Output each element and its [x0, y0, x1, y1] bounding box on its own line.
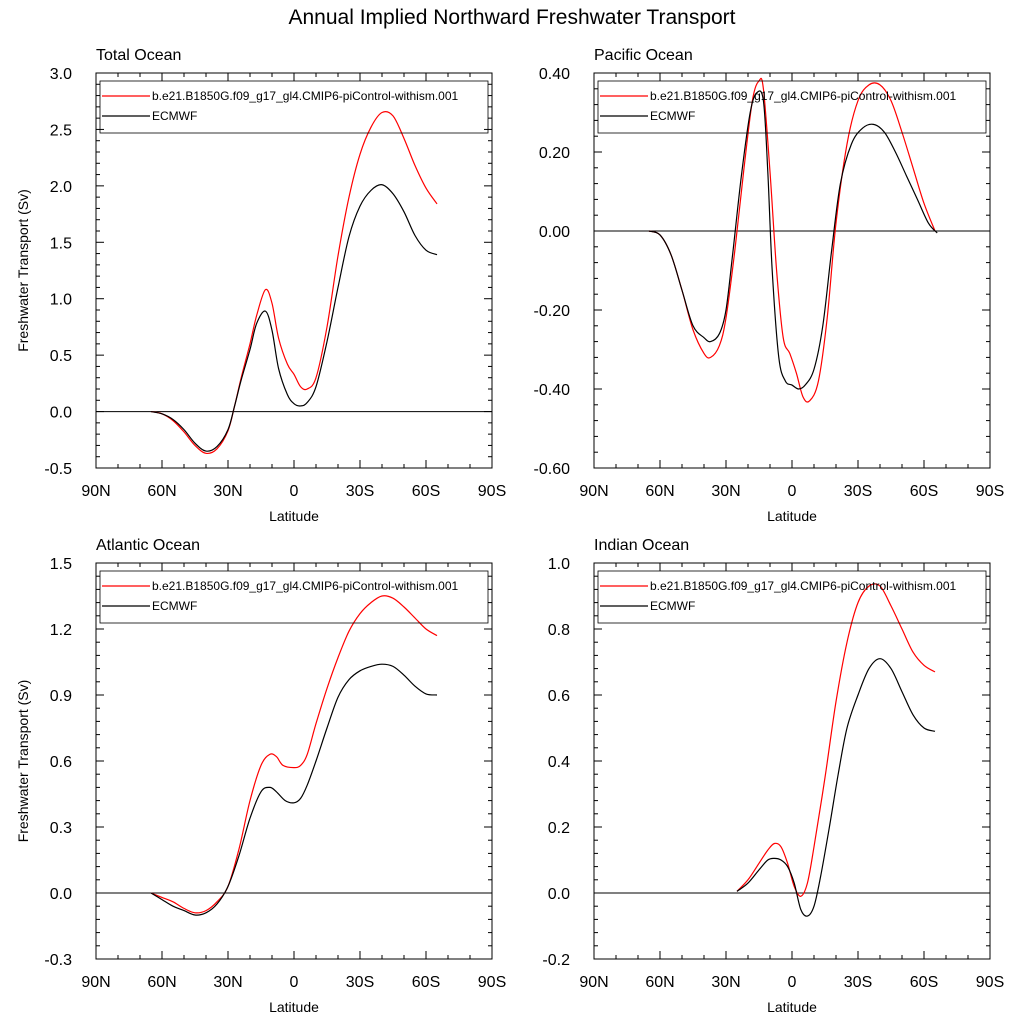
- y-tick-label: -0.20: [534, 303, 571, 320]
- y-axis-label: Freshwater Transport (Sv): [15, 189, 31, 352]
- x-tick-label: 90S: [976, 483, 1004, 500]
- series-line-ecmwf: [736, 658, 936, 917]
- plot-frame: [95, 72, 493, 469]
- x-axis-label: Latitude: [767, 508, 817, 524]
- x-tick-label: 0: [290, 974, 299, 991]
- y-tick-label: 0.5: [50, 348, 72, 365]
- x-tick-label: 60N: [645, 483, 674, 500]
- x-axis-label: Latitude: [269, 508, 319, 524]
- x-tick-label: 0: [290, 483, 299, 500]
- x-tick-label: 60S: [910, 483, 938, 500]
- legend-box: [597, 570, 987, 624]
- y-axis-label: Freshwater Transport (Sv): [15, 680, 31, 843]
- x-tick-label: 30N: [213, 974, 242, 991]
- y-tick-label: 0.00: [539, 224, 570, 241]
- legend-box: [99, 80, 489, 134]
- legend-label: ECMWF: [152, 599, 197, 613]
- plot-frame: [593, 562, 991, 960]
- x-axis-label: Latitude: [269, 999, 319, 1015]
- y-tick-label: 0.0: [50, 405, 72, 422]
- series-line-model: [648, 77, 936, 403]
- series-line-ecmwf: [150, 663, 438, 916]
- legend-label: b.e21.B1850G.f09_g17_gl4.CMIP6-piControl…: [650, 89, 957, 103]
- y-tick-label: 0.3: [50, 820, 72, 837]
- panel-title: Atlantic Ocean: [96, 537, 200, 554]
- y-tick-label: 0.6: [548, 688, 570, 705]
- x-tick-label: 60N: [147, 483, 176, 500]
- plot-frame: [593, 72, 991, 469]
- panel-atlantic-ocean: Atlantic Ocean -0.3 0.0 0.3 0.6 0.9 1.2 1.5 90N 6…: [15, 537, 506, 1015]
- x-tick-label: 60N: [645, 974, 674, 991]
- panel-pacific-ocean: Pacific Ocean -0.60 -0.40 -0.20 0.00 0.20 0.40…: [534, 47, 1005, 524]
- y-tick-label: 1.5: [50, 556, 72, 573]
- x-tick-label: 30N: [213, 483, 242, 500]
- x-tick-label: 0: [788, 974, 797, 991]
- y-tick-label: 1.5: [50, 235, 72, 252]
- y-tick-label: -0.5: [44, 461, 72, 478]
- legend-label: b.e21.B1850G.f09_g17_gl4.CMIP6-piControl…: [152, 89, 459, 103]
- y-tick-label: 2.5: [50, 122, 72, 139]
- figure-title: Annual Implied Northward Freshwater Tran…: [288, 6, 736, 29]
- legend-box: [597, 80, 987, 134]
- x-tick-label: 60N: [147, 974, 176, 991]
- legend-label: ECMWF: [650, 599, 695, 613]
- series-line-model: [150, 595, 438, 914]
- panel-title: Indian Ocean: [594, 537, 689, 554]
- legend-label: b.e21.B1850G.f09_g17_gl4.CMIP6-piControl…: [152, 579, 459, 593]
- y-tick-label: 0.9: [50, 688, 72, 705]
- y-tick-label: 0.6: [50, 754, 72, 771]
- y-tick-label: 2.0: [50, 179, 72, 196]
- x-tick-label: 90S: [976, 974, 1004, 991]
- y-tick-label: -0.40: [534, 382, 571, 399]
- y-tick-label: 0.0: [50, 886, 72, 903]
- x-tick-label: 60S: [412, 483, 440, 500]
- legend-label: b.e21.B1850G.f09_g17_gl4.CMIP6-piControl…: [650, 579, 957, 593]
- legend-label: ECMWF: [152, 109, 197, 123]
- y-tick-label: 0.4: [548, 754, 570, 771]
- y-tick-label: -0.60: [534, 461, 571, 478]
- x-axis-label: Latitude: [767, 999, 817, 1015]
- legend-label: ECMWF: [650, 109, 695, 123]
- x-tick-label: 60S: [910, 974, 938, 991]
- x-tick-label: 30S: [346, 483, 374, 500]
- x-tick-label: 60S: [412, 974, 440, 991]
- panel-total-ocean: Total Ocean -0.5 0.0 0.5 1.0 1.5 2.0 2.5 3.0 90N 6…: [15, 47, 506, 524]
- panel-indian-ocean: Indian Ocean -0.2 0.0 0.2 0.4 0.6 0.8 1.0 90N 60N…: [542, 537, 1004, 1015]
- panel-title: Total Ocean: [96, 47, 181, 64]
- x-tick-label: 90N: [579, 483, 608, 500]
- series-line-ecmwf: [150, 184, 438, 452]
- legend-box: [99, 570, 489, 624]
- x-tick-label: 90S: [478, 974, 506, 991]
- panel-title: Pacific Ocean: [594, 47, 693, 64]
- x-tick-label: 90N: [579, 974, 608, 991]
- x-tick-label: 30S: [844, 974, 872, 991]
- y-tick-label: 0.2: [548, 820, 570, 837]
- series-line-model: [736, 583, 936, 897]
- y-tick-label: -0.3: [44, 952, 72, 969]
- x-tick-label: 90N: [81, 974, 110, 991]
- y-tick-label: 1.0: [548, 556, 570, 573]
- y-tick-label: -0.2: [542, 952, 570, 969]
- y-tick-label: 0.8: [548, 622, 570, 639]
- y-tick-label: 0.0: [548, 886, 570, 903]
- y-tick-label: 0.40: [539, 66, 570, 83]
- x-tick-label: 30N: [711, 974, 740, 991]
- x-tick-label: 90S: [478, 483, 506, 500]
- y-tick-label: 3.0: [50, 66, 72, 83]
- x-tick-label: 90N: [81, 483, 110, 500]
- plot-frame: [95, 562, 493, 960]
- series-line-model: [150, 111, 438, 455]
- x-tick-label: 30N: [711, 483, 740, 500]
- y-tick-label: 1.2: [50, 622, 72, 639]
- y-tick-label: 0.20: [539, 145, 570, 162]
- x-tick-label: 30S: [844, 483, 872, 500]
- series-line-ecmwf: [648, 90, 938, 390]
- x-tick-label: 30S: [346, 974, 374, 991]
- x-tick-label: 0: [788, 483, 797, 500]
- y-tick-label: 1.0: [50, 292, 72, 309]
